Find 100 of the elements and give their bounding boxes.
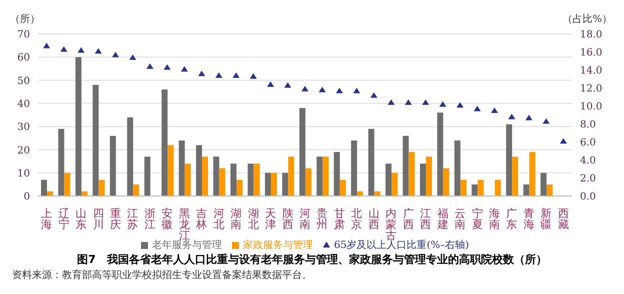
bar [288, 156, 294, 196]
bar [426, 156, 432, 196]
point [180, 66, 188, 72]
x-tick-label: 江西 [420, 207, 432, 231]
point [78, 47, 85, 53]
y2-tick-label: 6.0 [580, 138, 596, 149]
bar [322, 156, 329, 196]
x-tick-label: 四川 [92, 207, 104, 231]
point [456, 102, 464, 108]
point [525, 114, 532, 120]
bar [420, 164, 426, 196]
x-tick-label: 天津 [265, 207, 276, 231]
point [353, 88, 360, 94]
x-tick-label: 黑龙江 [178, 207, 190, 242]
x-tick-label: 青海 [523, 207, 534, 231]
x-tick-label: 西藏 [558, 207, 569, 231]
y-tick-label: 60 [17, 52, 30, 64]
y-tick-label: 20 [17, 145, 30, 156]
bar [454, 140, 460, 196]
x-tick-label: 北京 [351, 207, 362, 231]
x-tick-label: 湖南 [230, 207, 242, 231]
legend-label: 家政服务与管理 [242, 240, 313, 251]
point [370, 92, 378, 98]
point [94, 48, 102, 54]
point [232, 72, 240, 78]
point [508, 114, 516, 120]
y2-tick-label: 18.0 [580, 30, 602, 41]
bar [133, 184, 140, 196]
bar [162, 90, 168, 196]
text: 图7 我国各省老年人人口比重与设有老年服务与管理、家政服务与管理专业的高职院校数（所） [76, 252, 548, 267]
point [129, 54, 136, 60]
bar [512, 156, 518, 196]
point [284, 82, 292, 88]
bar [254, 164, 260, 196]
y-tick-label: 70 [17, 30, 30, 41]
y-tick-label: 30 [17, 122, 30, 134]
point [542, 118, 550, 124]
point [422, 99, 430, 105]
x-tick-label: 陕西 [282, 207, 294, 231]
bar [127, 117, 134, 196]
text: 资料来源：教育部高等职业学校拟招生专业设置备案结果数据平台。 [12, 268, 313, 282]
y2-tick-label: 14.0 [580, 66, 602, 77]
x-tick-label: 广东 [506, 207, 518, 231]
x-tick-label: 福建 [436, 207, 448, 231]
y2-tick-label: 2.0 [580, 174, 596, 185]
bar [219, 168, 226, 196]
bar [144, 156, 150, 196]
bar [41, 180, 47, 196]
x-tick-label: 重庆 [110, 207, 122, 231]
bar [64, 172, 70, 196]
x-tick-label: 山东 [76, 207, 87, 231]
y2-tick-label: 0.0 [580, 192, 596, 203]
point [164, 64, 171, 70]
bar [196, 145, 202, 196]
x-tick-label: 云南 [454, 207, 466, 231]
bar [213, 156, 220, 196]
point [112, 52, 120, 58]
x-tick-label: 海南 [488, 207, 500, 231]
x-tick-label: 贵州 [316, 207, 328, 231]
x-tick-label: 上海 [41, 207, 52, 231]
bar [270, 172, 277, 196]
bar [443, 168, 450, 196]
y-tick-label: 50 [17, 76, 30, 87]
bar [494, 180, 501, 196]
point [318, 86, 326, 92]
bar [368, 128, 374, 196]
bar [75, 57, 82, 196]
x-tick-label: 山西 [368, 207, 380, 231]
bar [386, 164, 392, 196]
bar [248, 164, 254, 196]
bar [305, 168, 312, 196]
y2-tick-label: 10.0 [580, 102, 602, 113]
point [560, 138, 567, 144]
bar [110, 136, 116, 196]
bar [202, 156, 208, 196]
bar [523, 184, 530, 196]
y-tick-label: 0 [24, 192, 30, 203]
x-tick-label: 内蒙古 [386, 207, 397, 242]
point [439, 101, 446, 107]
point [146, 63, 154, 69]
bar [402, 136, 409, 196]
bar [282, 172, 288, 196]
bar [506, 124, 512, 196]
x-tick-label: 河南 [300, 207, 310, 231]
x-tick-label: 吉林 [195, 207, 208, 231]
legend-label: 65岁及以上人口比重(%–右轴) [334, 240, 470, 251]
bar [178, 140, 185, 196]
x-tick-label: 甘肃 [334, 207, 345, 231]
bar [316, 156, 323, 196]
point [60, 46, 68, 52]
bar [184, 164, 191, 196]
point [198, 70, 206, 76]
x-tick-label: 安徽 [162, 207, 173, 231]
y2-tick-label: 4.0 [580, 156, 596, 167]
legend-label: 老年服务与管理 [152, 240, 222, 251]
x-tick-label: 江苏 [127, 207, 138, 231]
bar [437, 112, 444, 196]
bar [98, 180, 105, 196]
y-tick-label: 40 [17, 98, 30, 110]
point [490, 108, 498, 113]
